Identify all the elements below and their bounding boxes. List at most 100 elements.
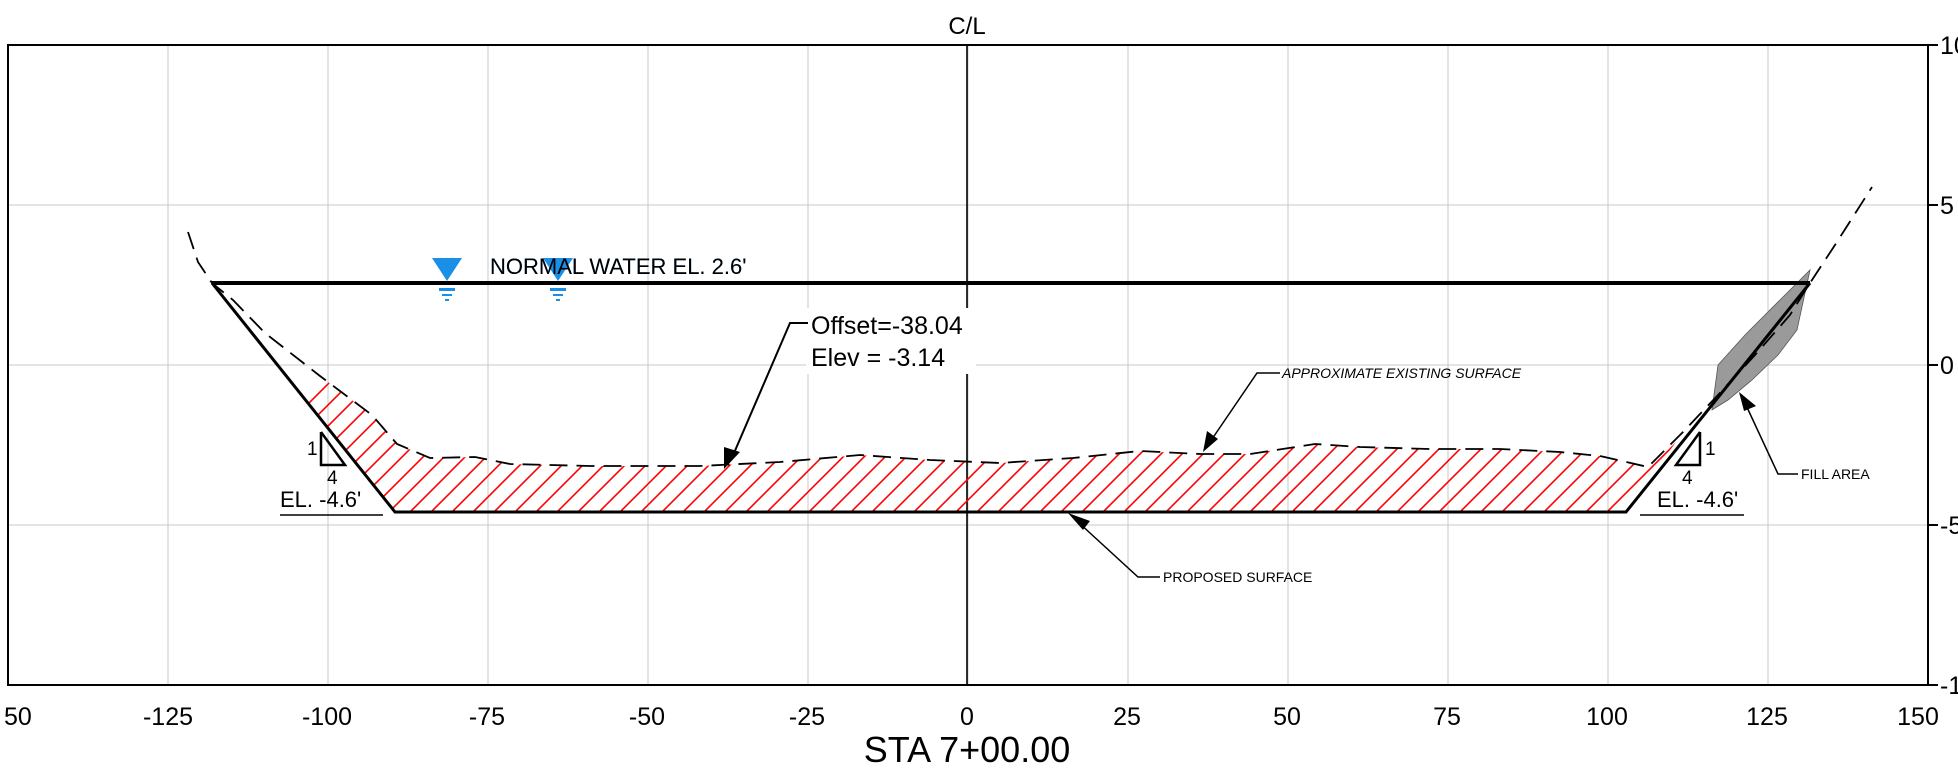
hatch-line <box>1501 283 1683 512</box>
hatch-line <box>304 283 536 512</box>
hatch-line <box>1333 283 1565 512</box>
hatch-line <box>1228 283 1460 512</box>
callout-leader <box>730 322 808 461</box>
hatch-line <box>346 283 578 512</box>
x-tick-label: 75 <box>1433 703 1461 731</box>
hatch-line <box>283 283 515 512</box>
x-axis-labels: 50 -125 -100 -75 -50 -25 0 25 50 75 100 … <box>4 703 1939 731</box>
hatch-line <box>1375 283 1607 512</box>
hatch-line <box>1270 283 1502 512</box>
hatch-line <box>1396 283 1628 512</box>
hatch-line <box>367 283 599 512</box>
proposed-surface-line <box>210 282 1812 514</box>
water-label-primary: NORMAL WATER EL. 2.6' <box>490 254 746 279</box>
callout-arrowhead <box>724 447 740 469</box>
x-tick-label: 50 <box>4 703 32 731</box>
hatch-line <box>388 283 620 512</box>
hatch-line <box>1480 283 1683 512</box>
hatch-line <box>1417 283 1649 512</box>
hatch-line <box>1438 283 1670 512</box>
x-tick-label: 100 <box>1586 703 1628 731</box>
y-axis-labels: 10 5 0 -5 -1 <box>1940 32 1958 700</box>
hatch-line <box>514 283 746 512</box>
hatch-line <box>212 283 431 512</box>
left-slope-rise: 1 <box>307 439 318 460</box>
hatch-line <box>1564 283 1683 512</box>
callout-background <box>806 308 976 374</box>
hatch-line <box>1543 283 1683 512</box>
hatch-line <box>1144 283 1376 512</box>
existing-surface-note: APPROXIMATE EXISTING SURFACE <box>1281 365 1522 381</box>
hatch-line <box>1207 283 1439 512</box>
hatch-line <box>1186 283 1418 512</box>
x-tick-label: -50 <box>629 703 665 731</box>
x-tick-label: -25 <box>789 703 825 731</box>
left-slope-run: 4 <box>327 468 338 489</box>
y-tick-label: 10 <box>1940 32 1958 60</box>
existing-surface-leader <box>1209 372 1280 443</box>
left-slope-triangle <box>319 431 348 467</box>
hatch-line <box>1354 283 1586 512</box>
water-level-symbol <box>543 258 573 301</box>
x-tick-label: 50 <box>1273 703 1301 731</box>
existing-surface-line <box>187 186 1873 468</box>
hatch-line <box>1291 283 1523 512</box>
station-title: STA 7+00.00 <box>864 729 1071 770</box>
right-axis-ticks <box>1928 44 1938 686</box>
elev-text: Elev = -3.14 <box>811 344 945 372</box>
hatch-line <box>1081 283 1313 512</box>
fill-area-arrowhead <box>1739 392 1756 411</box>
y-tick-label: 0 <box>1940 352 1954 380</box>
proposed-surface-leader <box>1077 521 1160 578</box>
hatch-line <box>535 283 767 512</box>
hatch-line <box>1102 283 1334 512</box>
fill-area-leader <box>1744 402 1798 475</box>
hatch-line <box>1312 283 1544 512</box>
offset-text: Offset=-38.04 <box>811 312 963 340</box>
hatch-line <box>1165 283 1397 512</box>
hatch-line <box>1606 283 1683 512</box>
proposed-surface-note: PROPOSED SURFACE <box>1163 569 1312 585</box>
right-slope-triangle <box>1673 431 1702 467</box>
hatch-line <box>1018 283 1250 512</box>
y-tick-label: -5 <box>1940 512 1958 540</box>
proposed-surface-arrowhead <box>1068 513 1090 530</box>
right-elevation-label: EL. -4.6' <box>1657 487 1738 512</box>
hatch-line <box>556 283 788 512</box>
y-tick-label: 5 <box>1940 192 1954 220</box>
hatch-line <box>241 283 473 512</box>
hatch-line <box>1060 283 1292 512</box>
right-slope-rise: 1 <box>1705 439 1716 460</box>
fill-area-note: FILL AREA <box>1801 466 1870 482</box>
hatch-line <box>598 283 830 512</box>
water-level-symbol <box>432 258 462 301</box>
y-tick-label: -1 <box>1940 672 1958 700</box>
hatch-line <box>493 283 725 512</box>
hatch-line <box>1123 283 1355 512</box>
water-label-secondary: NORMAL WATER EL. 2.6' <box>490 254 746 279</box>
x-tick-label: 25 <box>1113 703 1141 731</box>
hatch-line <box>472 283 704 512</box>
hatch-line <box>262 283 494 512</box>
right-slope-run: 4 <box>1682 468 1693 489</box>
centerline-label: C/L <box>948 13 985 40</box>
x-tick-label: 0 <box>960 703 974 731</box>
hatch-line <box>409 283 641 512</box>
hatch-line <box>325 283 557 512</box>
x-tick-label: -75 <box>469 703 505 731</box>
hatch-line <box>1585 283 1683 512</box>
hatch-line <box>1039 283 1271 512</box>
hatch-line <box>997 283 1229 512</box>
hatch-line <box>955 283 1187 512</box>
x-tick-label: -100 <box>302 703 352 731</box>
hatch-line <box>976 283 1208 512</box>
existing-surface-arrowhead <box>1203 431 1218 452</box>
cut-area-hatch <box>212 283 1683 512</box>
left-elevation-label: EL. -4.6' <box>280 487 361 512</box>
x-tick-label: -125 <box>143 703 193 731</box>
hatch-line <box>577 283 809 512</box>
x-tick-label: 125 <box>1746 703 1788 731</box>
x-tick-label: 150 <box>1897 703 1939 731</box>
hatch-line <box>430 283 662 512</box>
